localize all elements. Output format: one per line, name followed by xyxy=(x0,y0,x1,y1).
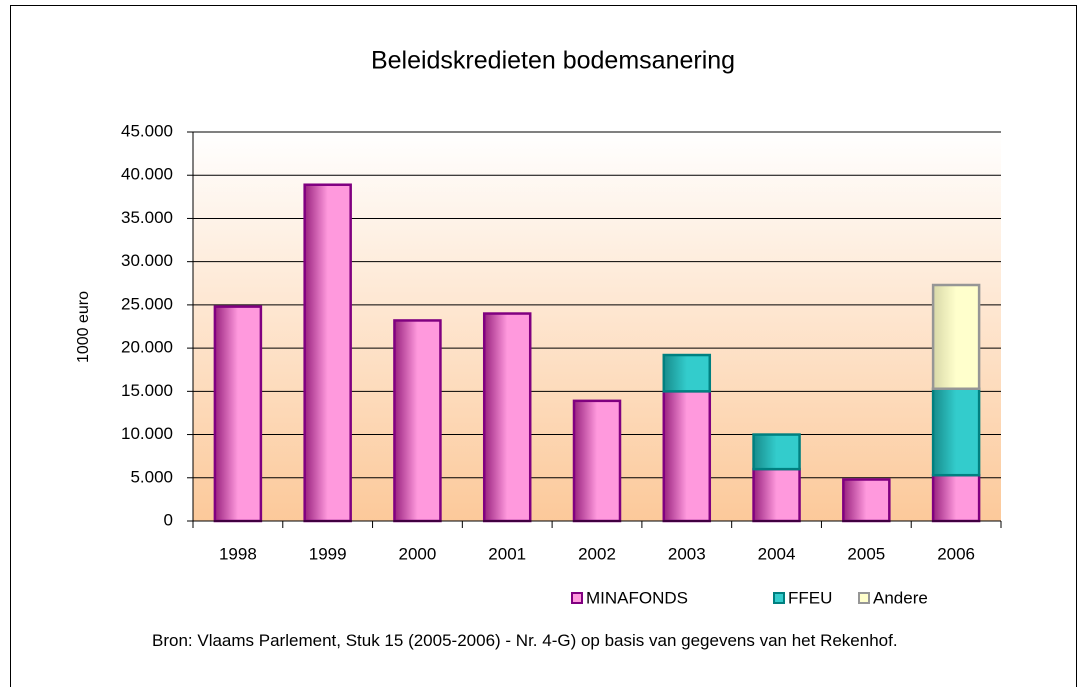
legend-label: Andere xyxy=(873,588,928,607)
bar-segment xyxy=(303,183,352,523)
legend-label: FFEU xyxy=(788,588,832,607)
y-tick-label: 35.000 xyxy=(121,208,173,227)
bar-segment xyxy=(931,473,981,523)
chart-title: Beleidskredieten bodemsanering xyxy=(371,47,735,75)
x-tick-label: 2006 xyxy=(937,544,975,563)
bar-segment xyxy=(213,305,263,523)
bar-segment xyxy=(482,312,532,523)
y-tick-label: 30.000 xyxy=(121,251,173,270)
bar-segment xyxy=(572,399,622,523)
y-tick-label: 5.000 xyxy=(130,467,173,486)
legend-swatch xyxy=(571,592,583,604)
y-tick-label: 20.000 xyxy=(121,338,173,357)
bar-segment xyxy=(752,467,801,523)
legend-label: MINAFONDS xyxy=(586,588,688,607)
bar-segment xyxy=(842,478,891,523)
x-tick-label: 1999 xyxy=(309,544,347,563)
legend-swatch xyxy=(858,592,870,604)
x-tick-label: 2005 xyxy=(847,544,885,563)
y-tick-label: 40.000 xyxy=(121,165,173,184)
y-tick-label: 10.000 xyxy=(121,424,173,443)
bar-segment xyxy=(752,433,801,471)
bar-segment xyxy=(393,319,442,523)
x-tick-label: 2004 xyxy=(758,544,796,563)
y-tick-label: 0 xyxy=(164,510,173,529)
y-tick-label: 15.000 xyxy=(121,381,173,400)
x-tick-label: 2003 xyxy=(668,544,706,563)
y-axis-label: 1000 euro xyxy=(75,291,92,363)
bar-segment xyxy=(931,283,981,390)
y-tick-label: 25.000 xyxy=(121,294,173,313)
y-tick-label: 45.000 xyxy=(121,121,173,140)
x-tick-label: 2001 xyxy=(488,544,526,563)
x-tick-label: 1998 xyxy=(219,544,257,563)
legend-swatch xyxy=(773,592,785,604)
x-tick-label: 2000 xyxy=(399,544,437,563)
x-tick-label: 2002 xyxy=(578,544,616,563)
bar-segment xyxy=(931,387,981,477)
source-note: Bron: Vlaams Parlement, Stuk 15 (2005-20… xyxy=(152,631,898,650)
bar-segment xyxy=(662,353,712,393)
bar-segment xyxy=(662,390,712,523)
